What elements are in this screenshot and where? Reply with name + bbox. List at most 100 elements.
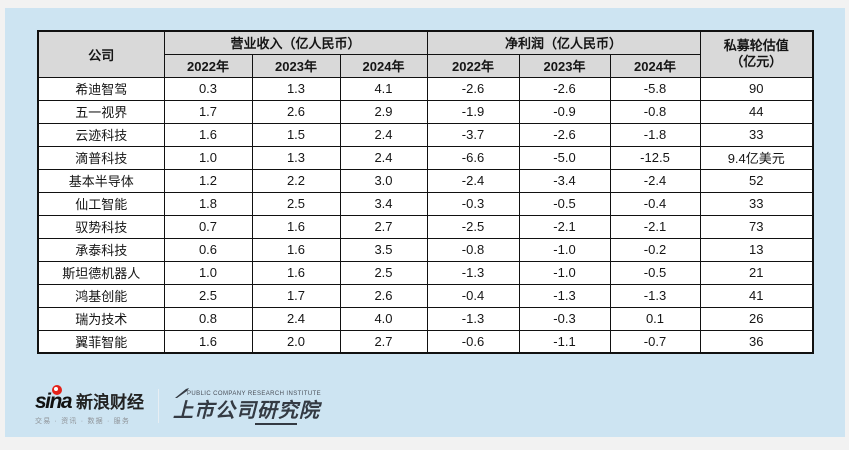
table-header: 公司 营业收入（亿人民币） 净利润（亿人民币） 私募轮估值 （亿元） 2022年… [37, 30, 814, 78]
revenue-year-2022-header: 2022年 [163, 53, 253, 78]
valuation-cell: 33 [699, 191, 814, 216]
table-row: 滴普科技 1.0 1.3 2.4 -6.6 -5.0 -12.5 9.4亿美元 [37, 145, 814, 170]
profit-2023-cell: -1.3 [518, 283, 611, 308]
revenue-2023-cell: 2.2 [251, 168, 341, 193]
profit-year-2022-header: 2022年 [426, 53, 520, 78]
profit-2023-cell: -5.0 [518, 145, 611, 170]
revenue-year-2023-header: 2023年 [251, 53, 341, 78]
revenue-2022-cell: 2.5 [163, 283, 253, 308]
revenue-2024-cell: 2.5 [339, 260, 428, 285]
profit-2022-cell: -0.6 [426, 329, 520, 354]
profit-2022-cell: -2.5 [426, 214, 520, 239]
company-cell: 五一视界 [37, 99, 165, 124]
revenue-2024-cell: 2.4 [339, 122, 428, 147]
profit-2022-cell: -0.4 [426, 283, 520, 308]
revenue-2022-cell: 1.2 [163, 168, 253, 193]
profit-2024-cell: -1.3 [609, 283, 701, 308]
table-body: 希迪智驾 0.3 1.3 4.1 -2.6 -2.6 -5.8 90 五一视界 1.7 2.6 2.9… [37, 76, 814, 354]
revenue-2023-cell: 1.7 [251, 283, 341, 308]
revenue-2022-cell: 1.7 [163, 99, 253, 124]
revenue-group-header: 营业收入（亿人民币） [163, 30, 428, 55]
revenue-2023-cell: 1.6 [251, 260, 341, 285]
profit-2022-cell: -2.4 [426, 168, 520, 193]
revenue-2022-cell: 1.8 [163, 191, 253, 216]
company-financials-table: 公司 营业收入（亿人民币） 净利润（亿人民币） 私募轮估值 （亿元） 2022年… [37, 30, 814, 354]
revenue-2024-cell: 4.0 [339, 306, 428, 331]
table-row: 云迹科技 1.6 1.5 2.4 -3.7 -2.6 -1.8 33 [37, 122, 814, 147]
revenue-2022-cell: 1.0 [163, 260, 253, 285]
revenue-2023-cell: 1.5 [251, 122, 341, 147]
valuation-cell: 52 [699, 168, 814, 193]
revenue-2024-cell: 2.7 [339, 329, 428, 354]
table-row: 斯坦德机器人 1.0 1.6 2.5 -1.3 -1.0 -0.5 21 [37, 260, 814, 285]
sina-tagline: 交易 · 资讯 · 数据 · 服务 [35, 417, 131, 425]
revenue-2022-cell: 0.6 [163, 237, 253, 262]
valuation-header-line2: （亿元） [730, 54, 783, 70]
profit-2023-cell: -2.1 [518, 214, 611, 239]
header-row-years: 2022年 2023年 2024年 2022年 2023年 2024年 [38, 53, 813, 78]
institute-caption: PUBLIC COMPANY RESEARCH INSTITUTE [187, 391, 322, 397]
revenue-2022-cell: 1.0 [163, 145, 253, 170]
profit-2024-cell: -1.8 [609, 122, 701, 147]
valuation-cell: 9.4亿美元 [699, 145, 814, 170]
profit-2024-cell: -0.4 [609, 191, 701, 216]
sina-finance-logo: sina 新浪财经 交易 · 资讯 · 数据 · 服务 [35, 384, 145, 426]
revenue-2023-cell: 2.6 [251, 99, 341, 124]
table-row: 希迪智驾 0.3 1.3 4.1 -2.6 -2.6 -5.8 90 [37, 76, 814, 101]
sina-eye-icon [52, 384, 62, 395]
sina-word-text: sina [35, 389, 73, 413]
profit-year-2023-header: 2023年 [518, 53, 611, 78]
sina-brand-text: 新浪财经 [76, 392, 145, 412]
table-row: 瑞为技术 0.8 2.4 4.0 -1.3 -0.3 0.1 26 [37, 306, 814, 331]
company-cell: 翼菲智能 [37, 329, 165, 354]
revenue-2024-cell: 3.0 [339, 168, 428, 193]
valuation-header-line1: 私募轮估值 [723, 38, 789, 53]
sina-logo-row: sina 新浪财经 [35, 384, 145, 413]
revenue-2024-cell: 4.1 [339, 76, 428, 101]
valuation-cell: 90 [699, 76, 814, 101]
sina-wordmark: sina [35, 384, 73, 413]
revenue-2024-cell: 3.5 [339, 237, 428, 262]
profit-2022-cell: -1.3 [426, 306, 520, 331]
valuation-cell: 36 [699, 329, 814, 354]
table-row: 承泰科技 0.6 1.6 3.5 -0.8 -1.0 -0.2 13 [37, 237, 814, 262]
company-cell: 瑞为技术 [37, 306, 165, 331]
profit-2024-cell: 0.1 [609, 306, 701, 331]
table-row: 基本半导体 1.2 2.2 3.0 -2.4 -3.4 -2.4 52 [37, 168, 814, 193]
profit-2022-cell: -3.7 [426, 122, 520, 147]
profit-2023-cell: -1.1 [518, 329, 611, 354]
revenue-2023-cell: 2.4 [251, 306, 341, 331]
profit-2022-cell: -0.3 [426, 191, 520, 216]
profit-2022-cell: -6.6 [426, 145, 520, 170]
revenue-2022-cell: 1.6 [163, 122, 253, 147]
company-cell: 仙工智能 [37, 191, 165, 216]
rocket-icon [175, 388, 190, 398]
revenue-2024-cell: 3.4 [339, 191, 428, 216]
company-cell: 基本半导体 [37, 168, 165, 193]
valuation-cell: 44 [699, 99, 814, 124]
profit-2023-cell: -0.9 [518, 99, 611, 124]
header-row-groups: 公司 营业收入（亿人民币） 净利润（亿人民币） 私募轮估值 （亿元） [37, 30, 814, 78]
company-cell: 斯坦德机器人 [37, 260, 165, 285]
profit-group-header: 净利润（亿人民币） [426, 30, 701, 55]
valuation-cell: 73 [699, 214, 814, 239]
profit-2023-cell: -0.3 [518, 306, 611, 331]
valuation-cell: 41 [699, 283, 814, 308]
profit-2022-cell: -2.6 [426, 76, 520, 101]
profit-2024-cell: -0.7 [609, 329, 701, 354]
table-row: 仙工智能 1.8 2.5 3.4 -0.3 -0.5 -0.4 33 [37, 191, 814, 216]
valuation-cell: 13 [699, 237, 814, 262]
profit-2023-cell: -0.5 [518, 191, 611, 216]
revenue-2023-cell: 1.3 [251, 145, 341, 170]
company-cell: 承泰科技 [37, 237, 165, 262]
revenue-2024-cell: 2.9 [339, 99, 428, 124]
profit-2024-cell: -12.5 [609, 145, 701, 170]
revenue-year-2024-header: 2024年 [339, 53, 428, 78]
profit-2024-cell: -5.8 [609, 76, 701, 101]
profit-2022-cell: -0.8 [426, 237, 520, 262]
profit-2022-cell: -1.3 [426, 260, 520, 285]
company-cell: 驭势科技 [37, 214, 165, 239]
valuation-column-header: 私募轮估值 （亿元） [699, 30, 814, 78]
revenue-2023-cell: 1.6 [251, 214, 341, 239]
revenue-2024-cell: 2.6 [339, 283, 428, 308]
